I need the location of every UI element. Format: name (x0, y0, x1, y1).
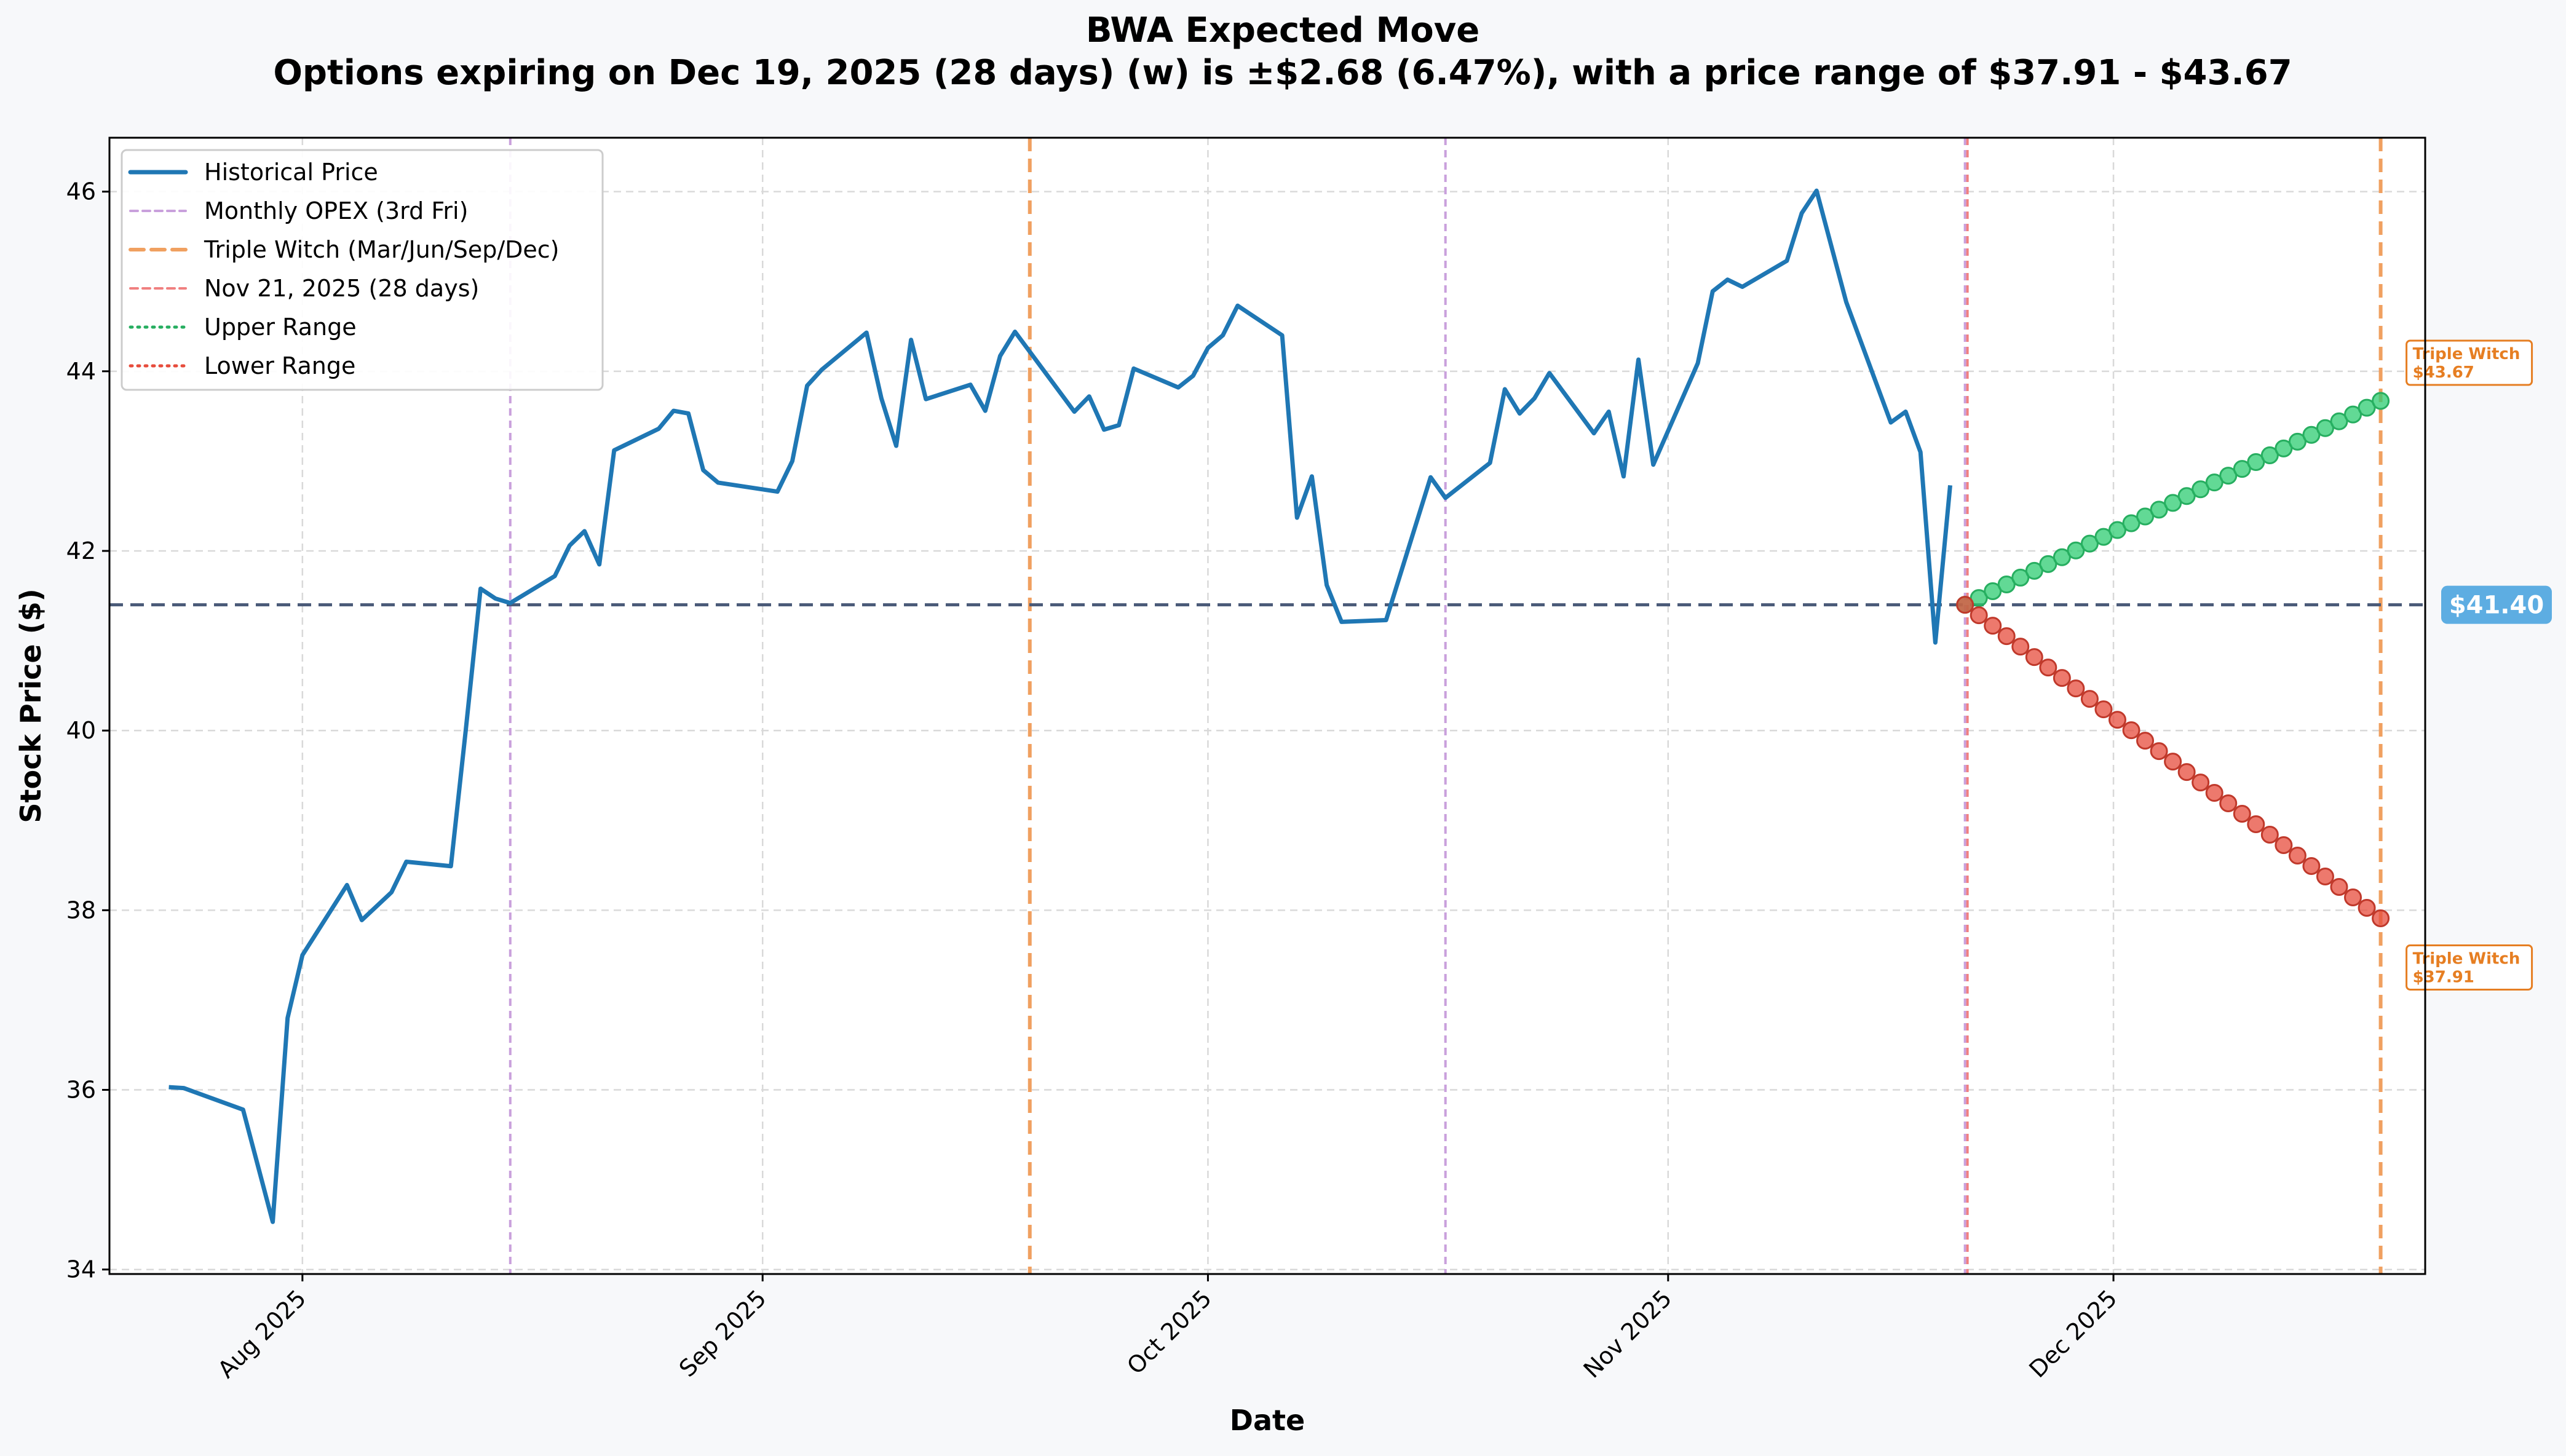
upper-range-point (2080, 534, 2099, 553)
y-axis-label: Stock Price ($) (14, 588, 47, 823)
lower-range-point (2330, 878, 2348, 896)
upper-range-point (2108, 521, 2126, 539)
upper-range-point (2122, 514, 2140, 532)
event-lines (509, 138, 2383, 1274)
upper-range-point (2358, 398, 2376, 417)
upper-range-point (2288, 432, 2307, 451)
upper-range-point (2330, 412, 2348, 430)
lower-range-point (2067, 679, 2085, 698)
upper-range-point (1997, 575, 2016, 593)
lower-range-point (2108, 711, 2126, 729)
lower-range-point (2192, 774, 2210, 792)
upper-range-point (2136, 507, 2155, 526)
chart-subtitle: Options expiring on Dec 19, 2025 (28 day… (273, 53, 2292, 93)
lower-range-point (2372, 909, 2390, 927)
upper-range-point (2150, 501, 2168, 519)
plot-frame (108, 136, 2426, 1275)
legend-box (121, 149, 604, 391)
lower-range-point (2136, 732, 2155, 750)
annotation-text: Triple Witch (2413, 345, 2520, 363)
legend-label-lower: Lower Range (204, 352, 355, 379)
upper-range-point (1970, 589, 1988, 607)
upper-range-point (2344, 405, 2362, 424)
lower-range-point (2150, 742, 2168, 761)
upper-range-point (2067, 541, 2085, 560)
legend-label-opex: Monthly OPEX (3rd Fri) (204, 197, 468, 224)
annotation-text: Triple Witch (2413, 949, 2520, 968)
upper-range-point (2302, 425, 2321, 444)
lower-range-point (2177, 763, 2196, 781)
legend-label-expiry: Nov 21, 2025 (28 days) (204, 275, 479, 302)
y-axis-ticks: 34 36 38 40 42 44 46 (66, 178, 109, 1283)
upper-range-point (2316, 419, 2334, 437)
lower-range-point (2344, 888, 2362, 907)
lower-range-point (2011, 638, 2030, 656)
x-axis-label: Date (1230, 1404, 1305, 1437)
lower-range-point (2080, 690, 2099, 708)
legend-label-triple: Triple Witch (Mar/Jun/Sep/Dec) (204, 236, 559, 263)
current-price-badge: $41.40 (2441, 585, 2552, 624)
lower-range-point (1997, 627, 2016, 646)
upper-range-point (2247, 453, 2265, 472)
y-tick-label: 38 (66, 896, 96, 924)
lower-range-point (1984, 617, 2002, 635)
y-tick-label: 42 (66, 537, 96, 564)
lower-range-point (2164, 753, 2182, 771)
annotation-text: $43.67 (2413, 363, 2474, 382)
historical-price-line (168, 188, 1952, 1224)
lower-range-point (2053, 669, 2071, 687)
lower-range-point (2316, 868, 2334, 886)
legend-label-hist: Historical Price (204, 159, 378, 186)
upper-range-point (2094, 528, 2113, 546)
upper-range-point (2372, 392, 2390, 410)
annotation-text: $37.91 (2413, 968, 2474, 986)
lower-range-point (2122, 721, 2140, 740)
annotation-box (2406, 944, 2533, 991)
legend-label-upper: Upper Range (204, 314, 357, 341)
y-tick-label: 46 (66, 178, 96, 205)
annotation-box (2406, 339, 2533, 386)
lower-range-point (2205, 784, 2223, 802)
lower-range-point (2260, 826, 2279, 844)
current-price-badge-box (2441, 585, 2552, 624)
upper-range-point (2205, 473, 2223, 492)
upper-range-point (2192, 480, 2210, 499)
legend: Historical Price Monthly OPEX (3rd Fri) Tr… (121, 149, 604, 391)
upper-range-point (2260, 446, 2279, 464)
lower-range-point (2275, 836, 2293, 855)
upper-range-point (2025, 561, 2043, 580)
y-tick-label: 34 (66, 1256, 96, 1283)
upper-range-point (2011, 568, 2030, 587)
lower-range-point (2288, 847, 2307, 865)
upper-range-point (2177, 487, 2196, 505)
y-tick-label: 44 (66, 358, 96, 385)
lower-range-points (1956, 596, 2390, 927)
lower-range-point (2233, 805, 2251, 823)
lower-range-point (2358, 899, 2376, 917)
lower-range-point (2219, 794, 2238, 813)
triple-witch-annotation: Triple Witch$43.67 (2406, 339, 2533, 386)
y-tick-label: 36 (66, 1077, 96, 1104)
lower-range-point (2025, 648, 2043, 667)
upper-range-point (2233, 460, 2251, 478)
upper-range-point (2039, 555, 2057, 573)
current-price-badge-text: $41.40 (2449, 592, 2544, 620)
upper-range-point (2053, 548, 2071, 566)
chart-title: BWA Expected Move (1086, 10, 1479, 50)
upper-range-point (2219, 467, 2238, 485)
triple-witch-annotation: Triple Witch$37.91 (2406, 944, 2533, 991)
upper-range-point (1984, 582, 2002, 601)
lower-range-point (2247, 815, 2265, 834)
lower-range-point (2302, 857, 2321, 876)
lower-range-point (2039, 659, 2057, 677)
lower-range-point (2094, 700, 2113, 719)
lower-range-point (1956, 596, 1974, 614)
upper-range-point (2275, 439, 2293, 457)
lower-range-point (1970, 606, 1988, 625)
upper-range-point (2164, 494, 2182, 512)
y-tick-label: 40 (66, 717, 96, 744)
